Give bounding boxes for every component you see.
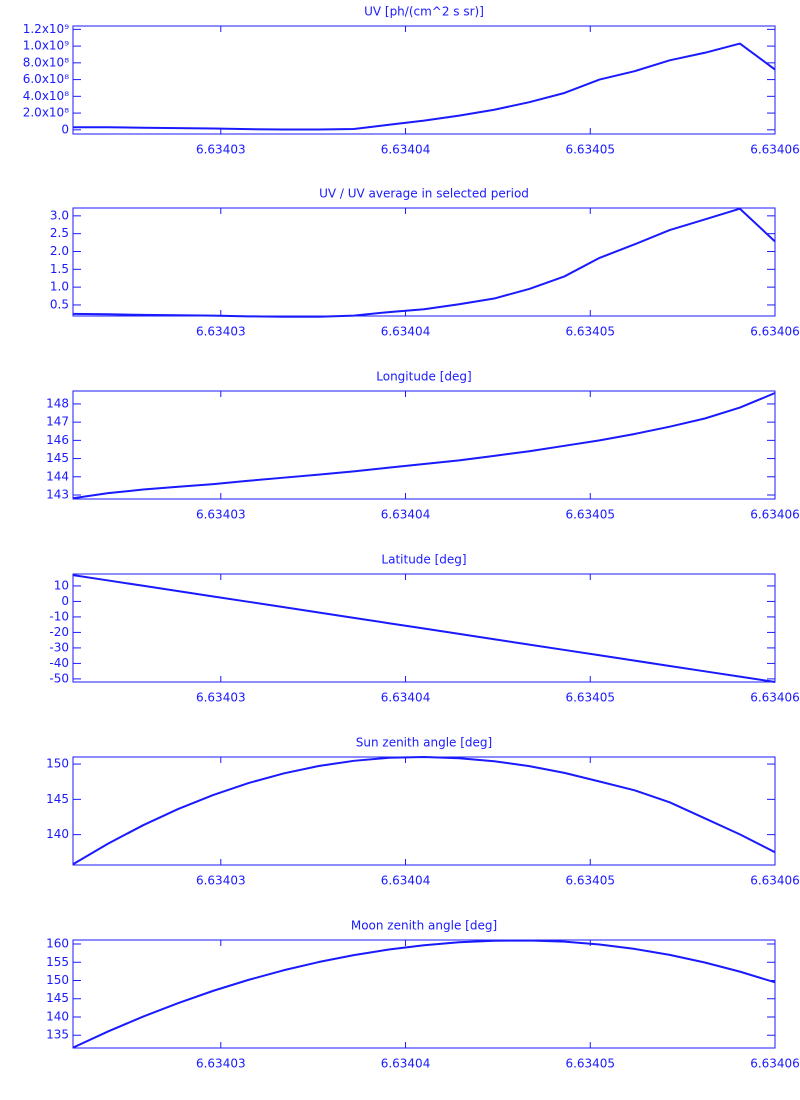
y-tick-label: 0 [61, 594, 69, 608]
plot-frame [72, 939, 776, 1049]
y-tick-label: 4.0x10⁸ [23, 89, 69, 103]
y-tick-label: 140 [46, 827, 69, 841]
y-tick-label: 1.2x10⁹ [23, 22, 69, 36]
x-tick-label: 6.63405 [565, 691, 615, 705]
x-tick-label: 6.63405 [565, 1057, 615, 1071]
y-tick-label: 2.0 [50, 244, 69, 258]
data-line [72, 756, 776, 866]
x-tick-label: 6.63403 [196, 508, 246, 522]
x-tick-label: 6.63405 [565, 143, 615, 157]
y-tick-label: -30 [49, 640, 69, 654]
y-tick-label: 1.5 [50, 262, 69, 276]
chart-title: Latitude [deg] [381, 553, 466, 567]
y-tick-label: 145 [46, 792, 69, 806]
y-tick-label: 0 [61, 122, 69, 136]
x-tick-label: 6.63405 [565, 874, 615, 888]
chart-title: Longitude [deg] [376, 370, 471, 384]
chart-title: UV / UV average in selected period [319, 187, 529, 201]
y-tick-label: 10 [54, 578, 69, 592]
y-tick-label: 0.5 [50, 297, 69, 311]
y-tick-label: 2.0x10⁸ [23, 106, 69, 120]
y-tick-label: 146 [46, 433, 69, 447]
x-tick-label: 6.63406 [750, 874, 800, 888]
x-tick-label: 6.63406 [750, 143, 800, 157]
y-tick-label: -20 [49, 625, 69, 639]
y-tick-label: 1.0 [50, 280, 69, 294]
x-tick-label: 6.63404 [381, 874, 431, 888]
x-tick-label: 6.63404 [381, 1057, 431, 1071]
x-tick-label: 6.63404 [381, 325, 431, 339]
plot-frame [72, 207, 776, 317]
y-tick-label: 6.0x10⁸ [23, 72, 69, 86]
y-tick-label: 160 [46, 937, 69, 951]
y-tick-label: 144 [46, 469, 69, 483]
chart-title: Sun zenith angle [deg] [356, 736, 492, 750]
y-tick-label: 147 [46, 415, 69, 429]
x-tick-label: 6.63406 [750, 325, 800, 339]
x-tick-label: 6.63406 [750, 691, 800, 705]
plot-frame [72, 756, 776, 866]
plot-frame [72, 25, 776, 135]
y-tick-label: 145 [46, 991, 69, 1005]
y-tick-label: -40 [49, 656, 69, 670]
y-tick-label: 8.0x10⁸ [23, 55, 69, 69]
data-line [72, 939, 776, 1049]
chart-title: UV [ph/(cm^2 s sr)] [364, 5, 484, 19]
y-tick-label: 150 [46, 973, 69, 987]
x-tick-label: 6.63405 [565, 325, 615, 339]
x-tick-label: 6.63403 [196, 143, 246, 157]
y-tick-label: 148 [46, 396, 69, 410]
y-tick-label: 150 [46, 757, 69, 771]
x-tick-label: 6.63403 [196, 874, 246, 888]
data-line [72, 207, 776, 318]
plot-frame [72, 573, 776, 683]
x-tick-label: 6.63406 [750, 508, 800, 522]
y-tick-label: 2.5 [50, 226, 69, 240]
y-tick-label: 135 [46, 1028, 69, 1042]
x-tick-label: 6.63404 [381, 508, 431, 522]
y-tick-label: 145 [46, 451, 69, 465]
x-tick-label: 6.63404 [381, 143, 431, 157]
x-tick-label: 6.63403 [196, 325, 246, 339]
data-line [72, 392, 776, 500]
y-tick-label: 140 [46, 1009, 69, 1023]
y-tick-label: 143 [46, 487, 69, 501]
data-line [73, 42, 776, 131]
x-tick-label: 6.63403 [196, 1057, 246, 1071]
x-tick-label: 6.63403 [196, 691, 246, 705]
y-tick-label: -10 [49, 609, 69, 623]
x-tick-label: 6.63405 [565, 508, 615, 522]
y-tick-label: 1.0x10⁹ [23, 39, 69, 53]
data-line [72, 574, 776, 683]
y-tick-label: 3.0 [50, 208, 69, 222]
chart-title: Moon zenith angle [deg] [351, 919, 497, 933]
x-tick-label: 6.63404 [381, 691, 431, 705]
y-tick-label: -50 [49, 671, 69, 685]
plot-frame [72, 390, 776, 500]
y-tick-label: 155 [46, 955, 69, 969]
x-tick-label: 6.63406 [750, 1057, 800, 1071]
